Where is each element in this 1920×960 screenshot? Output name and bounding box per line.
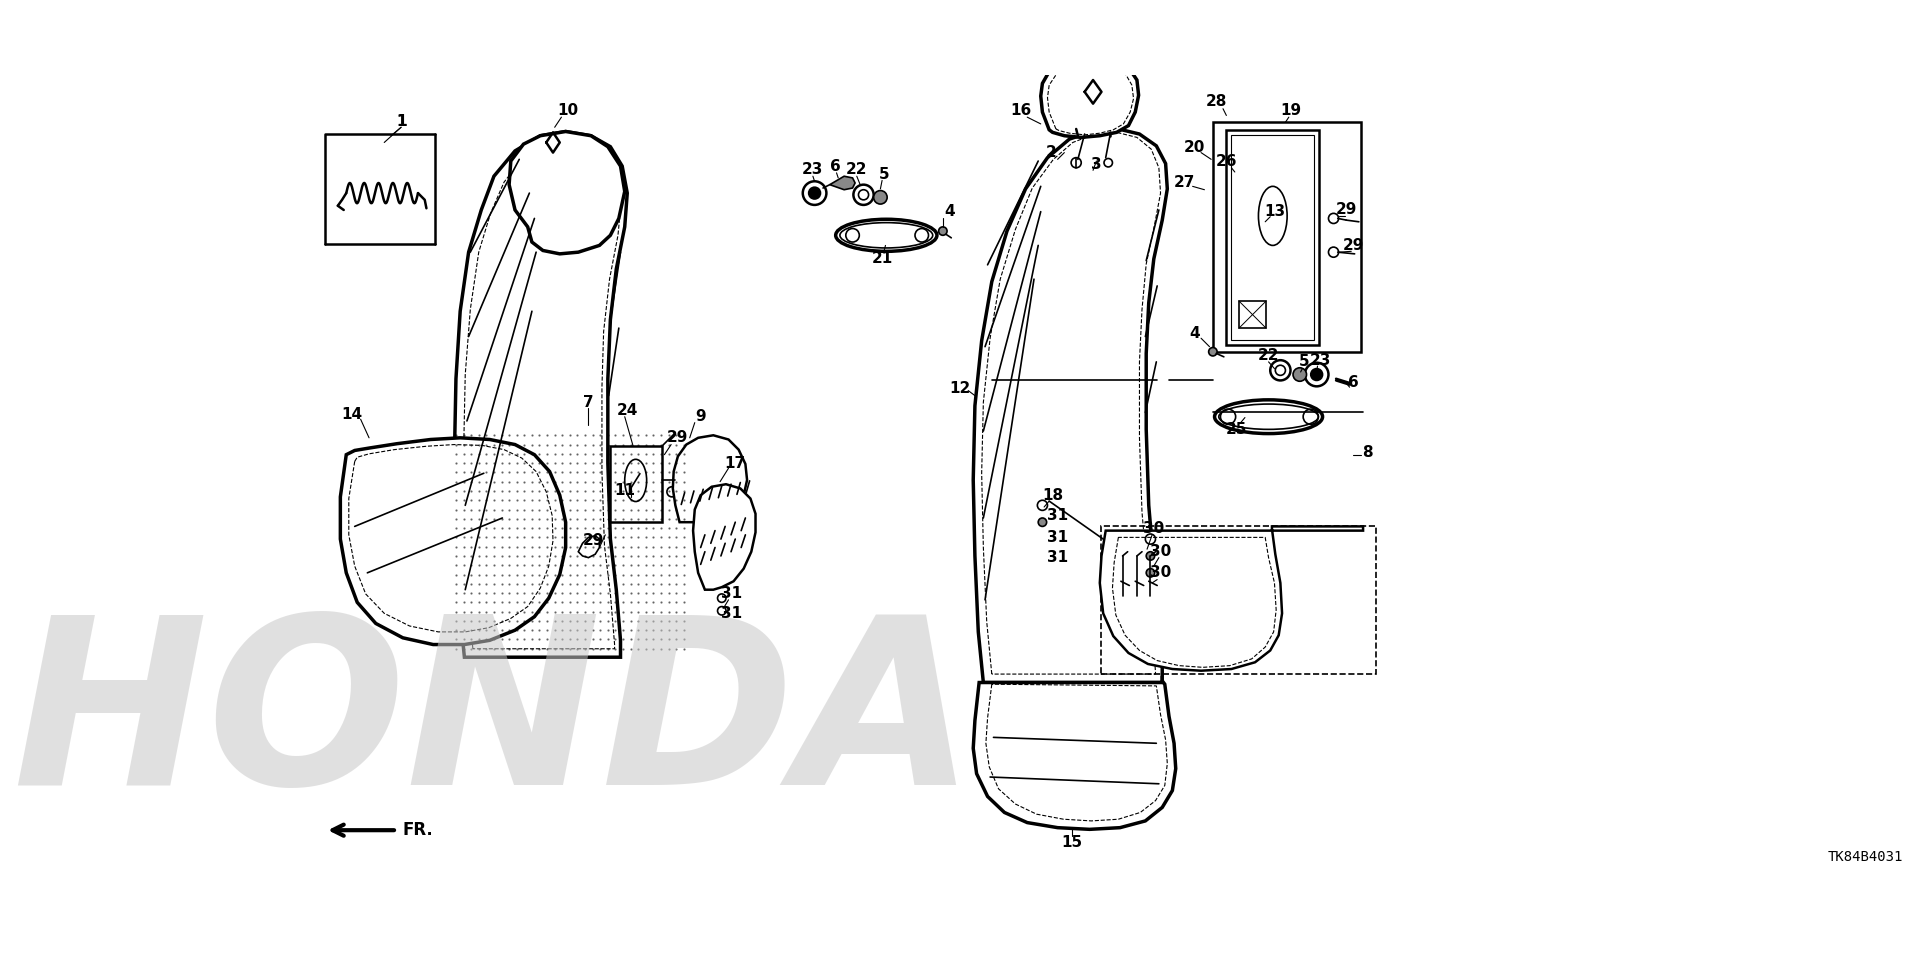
Text: 31: 31: [1046, 530, 1068, 545]
Text: 29: 29: [1342, 238, 1363, 252]
FancyBboxPatch shape: [609, 446, 662, 522]
Text: 3: 3: [1091, 156, 1102, 172]
Text: 4: 4: [945, 204, 954, 219]
Polygon shape: [1041, 59, 1139, 137]
Polygon shape: [509, 132, 624, 253]
Polygon shape: [1100, 526, 1363, 671]
Text: 21: 21: [872, 252, 893, 267]
Text: HONDA: HONDA: [12, 607, 975, 834]
Text: 11: 11: [614, 483, 636, 497]
Circle shape: [1146, 552, 1154, 561]
Circle shape: [808, 187, 820, 199]
Polygon shape: [829, 177, 854, 190]
Text: 5: 5: [879, 167, 889, 182]
Text: 31: 31: [1046, 550, 1068, 565]
Text: TK84B4031: TK84B4031: [1828, 850, 1903, 864]
Text: 9: 9: [695, 409, 707, 424]
Text: 23: 23: [803, 162, 824, 177]
Text: 22: 22: [847, 162, 868, 177]
Circle shape: [1039, 518, 1046, 526]
Text: 29: 29: [666, 430, 689, 445]
Text: 28: 28: [1206, 94, 1227, 109]
Text: 27: 27: [1173, 176, 1194, 190]
Text: 30: 30: [1150, 565, 1171, 581]
Ellipse shape: [1219, 404, 1319, 429]
Circle shape: [1311, 369, 1323, 380]
Text: 29: 29: [584, 533, 605, 548]
Text: 31: 31: [1046, 508, 1068, 523]
Text: 30: 30: [1142, 521, 1164, 537]
Text: 6: 6: [1348, 374, 1357, 390]
Circle shape: [1292, 368, 1306, 381]
Text: 8: 8: [1361, 445, 1373, 461]
Circle shape: [939, 227, 947, 235]
Text: 19: 19: [1281, 103, 1302, 118]
Text: 6: 6: [829, 158, 841, 174]
Text: 22: 22: [1258, 348, 1279, 363]
Circle shape: [1146, 568, 1154, 577]
Polygon shape: [340, 438, 566, 644]
Polygon shape: [693, 484, 755, 589]
Text: 20: 20: [1183, 140, 1206, 155]
Ellipse shape: [839, 223, 933, 248]
Text: 24: 24: [616, 403, 637, 419]
Text: 1: 1: [396, 114, 407, 129]
Polygon shape: [578, 536, 599, 558]
Text: 31: 31: [722, 587, 743, 601]
Text: 4: 4: [1188, 325, 1200, 341]
Text: 17: 17: [724, 456, 745, 470]
Text: 18: 18: [1043, 488, 1064, 503]
Polygon shape: [672, 435, 747, 524]
Text: 2: 2: [1046, 145, 1056, 160]
Text: 30: 30: [1150, 544, 1171, 560]
Text: 23: 23: [1309, 352, 1332, 368]
Polygon shape: [973, 681, 1175, 829]
Text: 16: 16: [1010, 103, 1031, 118]
Text: 1: 1: [396, 114, 407, 129]
Text: 13: 13: [1263, 204, 1284, 219]
Text: 25: 25: [1225, 421, 1248, 437]
Text: 26: 26: [1215, 154, 1236, 169]
Text: 12: 12: [948, 381, 970, 396]
Text: 5: 5: [1298, 354, 1309, 370]
Circle shape: [1210, 348, 1217, 356]
FancyBboxPatch shape: [1227, 130, 1319, 345]
Text: 15: 15: [1062, 835, 1083, 851]
Circle shape: [874, 191, 887, 204]
Text: 10: 10: [557, 103, 578, 118]
Text: FR.: FR.: [403, 821, 434, 839]
Text: 7: 7: [584, 395, 593, 410]
Text: 29: 29: [1336, 203, 1357, 218]
Polygon shape: [973, 129, 1167, 683]
Text: 31: 31: [722, 606, 743, 621]
Text: 14: 14: [342, 407, 363, 421]
